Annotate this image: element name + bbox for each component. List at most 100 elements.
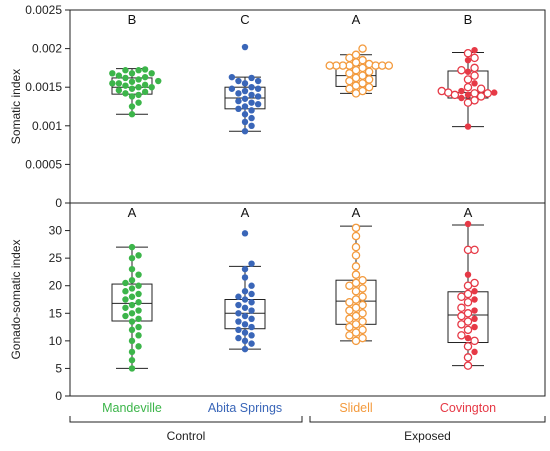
panel-2-slidell-point: [351, 231, 361, 241]
panel-2-covington-point: [457, 320, 466, 329]
panel-1-covington-point: [491, 89, 498, 96]
panel-1-y-tick-label: 0.002: [32, 42, 62, 56]
panel-2-slidell-point: [351, 336, 361, 346]
panel-1-abita-springs-point: [235, 97, 242, 105]
panel-1-abita-springs-point: [241, 87, 249, 95]
panel-2-abita-springs-point: [248, 299, 255, 306]
panel-2-abita-springs-point: [241, 274, 249, 281]
panel-1-abita-springs-point: [241, 80, 249, 87]
panel-2-y-tick-label: 25: [49, 251, 63, 265]
group-bracket-control: [69, 416, 303, 423]
panel-1-covington-point: [476, 84, 486, 93]
panel-2-abita-springs-point: [235, 293, 242, 300]
panel-2-slidell-point: [345, 322, 354, 332]
panel-2-mandeville-point: [135, 252, 142, 259]
group-label-control: Control: [167, 429, 206, 443]
panel-1-mandeville-point: [122, 82, 129, 89]
panel-1-y-tick-label: 0.0025: [25, 3, 62, 17]
panel-2-y-tick-label: 20: [49, 279, 63, 293]
panel-2-abita-springs-point: [248, 340, 255, 347]
panel-1-abita-springs-point: [241, 103, 249, 110]
panel-2-covington-point: [457, 311, 466, 321]
panel-1-slidell-point: [345, 76, 354, 86]
panel-1-abita-springs-point: [235, 105, 242, 113]
panel-2-abita-springs-point: [248, 332, 255, 339]
panel-1-mandeville-point: [135, 84, 142, 91]
panel-2-abita-springs-point: [241, 265, 249, 273]
panel-1-abita-springs-point: [235, 90, 242, 97]
panel-2-covington-point: [463, 325, 473, 335]
panel-2-abita-springs-letter: A: [241, 205, 250, 220]
panel-1-covington-point: [470, 53, 479, 63]
panel-1-abita-springs-point: [254, 93, 262, 100]
panel-1-slidell-point: [325, 61, 335, 70]
panel-1-y-axis-label: Somatic index: [9, 69, 23, 144]
panel-1-abita-springs-point: [254, 77, 262, 85]
panel-1-slidell-point: [358, 44, 367, 53]
panel-2-mandeville-point: [128, 348, 136, 356]
panel-2-mandeville-point: [135, 290, 142, 298]
panel-2-abita-springs-point: [248, 282, 255, 289]
panel-1-slidell-point: [384, 61, 394, 70]
category-label-slidell: Slidell: [339, 401, 372, 415]
panel-2-slidell-letter: A: [352, 205, 361, 220]
panel-2-mandeville-point: [122, 296, 129, 303]
panel-1-covington-letter: B: [464, 12, 473, 27]
panel-1-mandeville-point: [109, 70, 116, 77]
panel-1-abita-springs-point: [241, 128, 249, 135]
panel-2-mandeville-point: [122, 312, 129, 320]
panel-1-covington-point: [463, 98, 473, 107]
group-bracket-exposed: [309, 416, 546, 423]
panel-1-covington-point: [470, 71, 479, 80]
panel-2-covington-point: [471, 315, 478, 322]
panel-1-mandeville-point: [115, 87, 123, 94]
panel-1-mandeville-point: [128, 85, 136, 92]
panel-1-abita-springs-point: [235, 77, 242, 85]
panel-1-mandeville-point: [135, 99, 142, 106]
panel-1-abita-springs-point: [248, 99, 255, 106]
panel-2-slidell-point: [345, 298, 354, 307]
panel-2-mandeville-point: [122, 288, 129, 295]
panel-1-mandeville-point: [122, 67, 129, 74]
panel-1-abita-springs-point: [228, 73, 236, 81]
panel-2-abita-springs-point: [235, 301, 242, 309]
category-label-mandeville: Mandeville: [102, 401, 162, 415]
panel-1-abita-springs-letter: C: [240, 12, 249, 27]
panel-1-y-tick-label: 0.0015: [25, 80, 62, 94]
panel-1-mandeville-point: [115, 72, 123, 79]
panel-2-mandeville-point: [135, 282, 142, 289]
panel-2-covington-point: [463, 298, 473, 307]
panel-1-slidell-letter: A: [352, 12, 361, 27]
panel-1-covington-point: [463, 75, 473, 84]
panel-2-mandeville-point: [135, 323, 142, 331]
panel-2-covington-point: [457, 303, 466, 313]
panel-2-mandeville-point: [135, 307, 142, 314]
panel-1-abita-springs-point: [254, 100, 262, 108]
panel-2-covington-point: [470, 245, 479, 255]
panel-2-abita-springs-point: [248, 323, 255, 331]
panel-1-slidell-point: [364, 67, 374, 77]
panel-1-mandeville-point: [122, 90, 129, 97]
panel-2-mandeville-point: [128, 243, 136, 251]
panel-1-covington-point: [464, 123, 472, 130]
panel-1-covington-point: [483, 89, 492, 98]
panel-2-covington-point: [464, 220, 472, 228]
panel-2-covington-point: [463, 353, 473, 362]
panel-2-abita-springs-point: [248, 290, 255, 298]
panel-2-abita-springs-point: [241, 337, 249, 345]
panel-1-mandeville-point: [141, 66, 149, 73]
panel-2-covington-point: [464, 271, 472, 278]
panel-1-mandeville-point: [148, 70, 155, 77]
panel-2-mandeville-point: [128, 326, 136, 334]
panel-2-covington-letter: A: [464, 205, 473, 220]
panel-1-abita-springs-point: [248, 114, 255, 122]
panel-1-mandeville-point: [135, 67, 142, 74]
panel-1-covington-point: [463, 48, 473, 58]
panel-2-y-tick-label: 5: [55, 361, 62, 375]
panel-2-slidell-point: [345, 331, 354, 340]
panel-1-mandeville-point: [141, 73, 149, 81]
panel-2-abita-springs-point: [241, 321, 249, 328]
panel-2-covington-point: [471, 307, 478, 314]
panel-2-mandeville-point: [135, 315, 142, 322]
panel-2-mandeville-point: [122, 279, 129, 287]
